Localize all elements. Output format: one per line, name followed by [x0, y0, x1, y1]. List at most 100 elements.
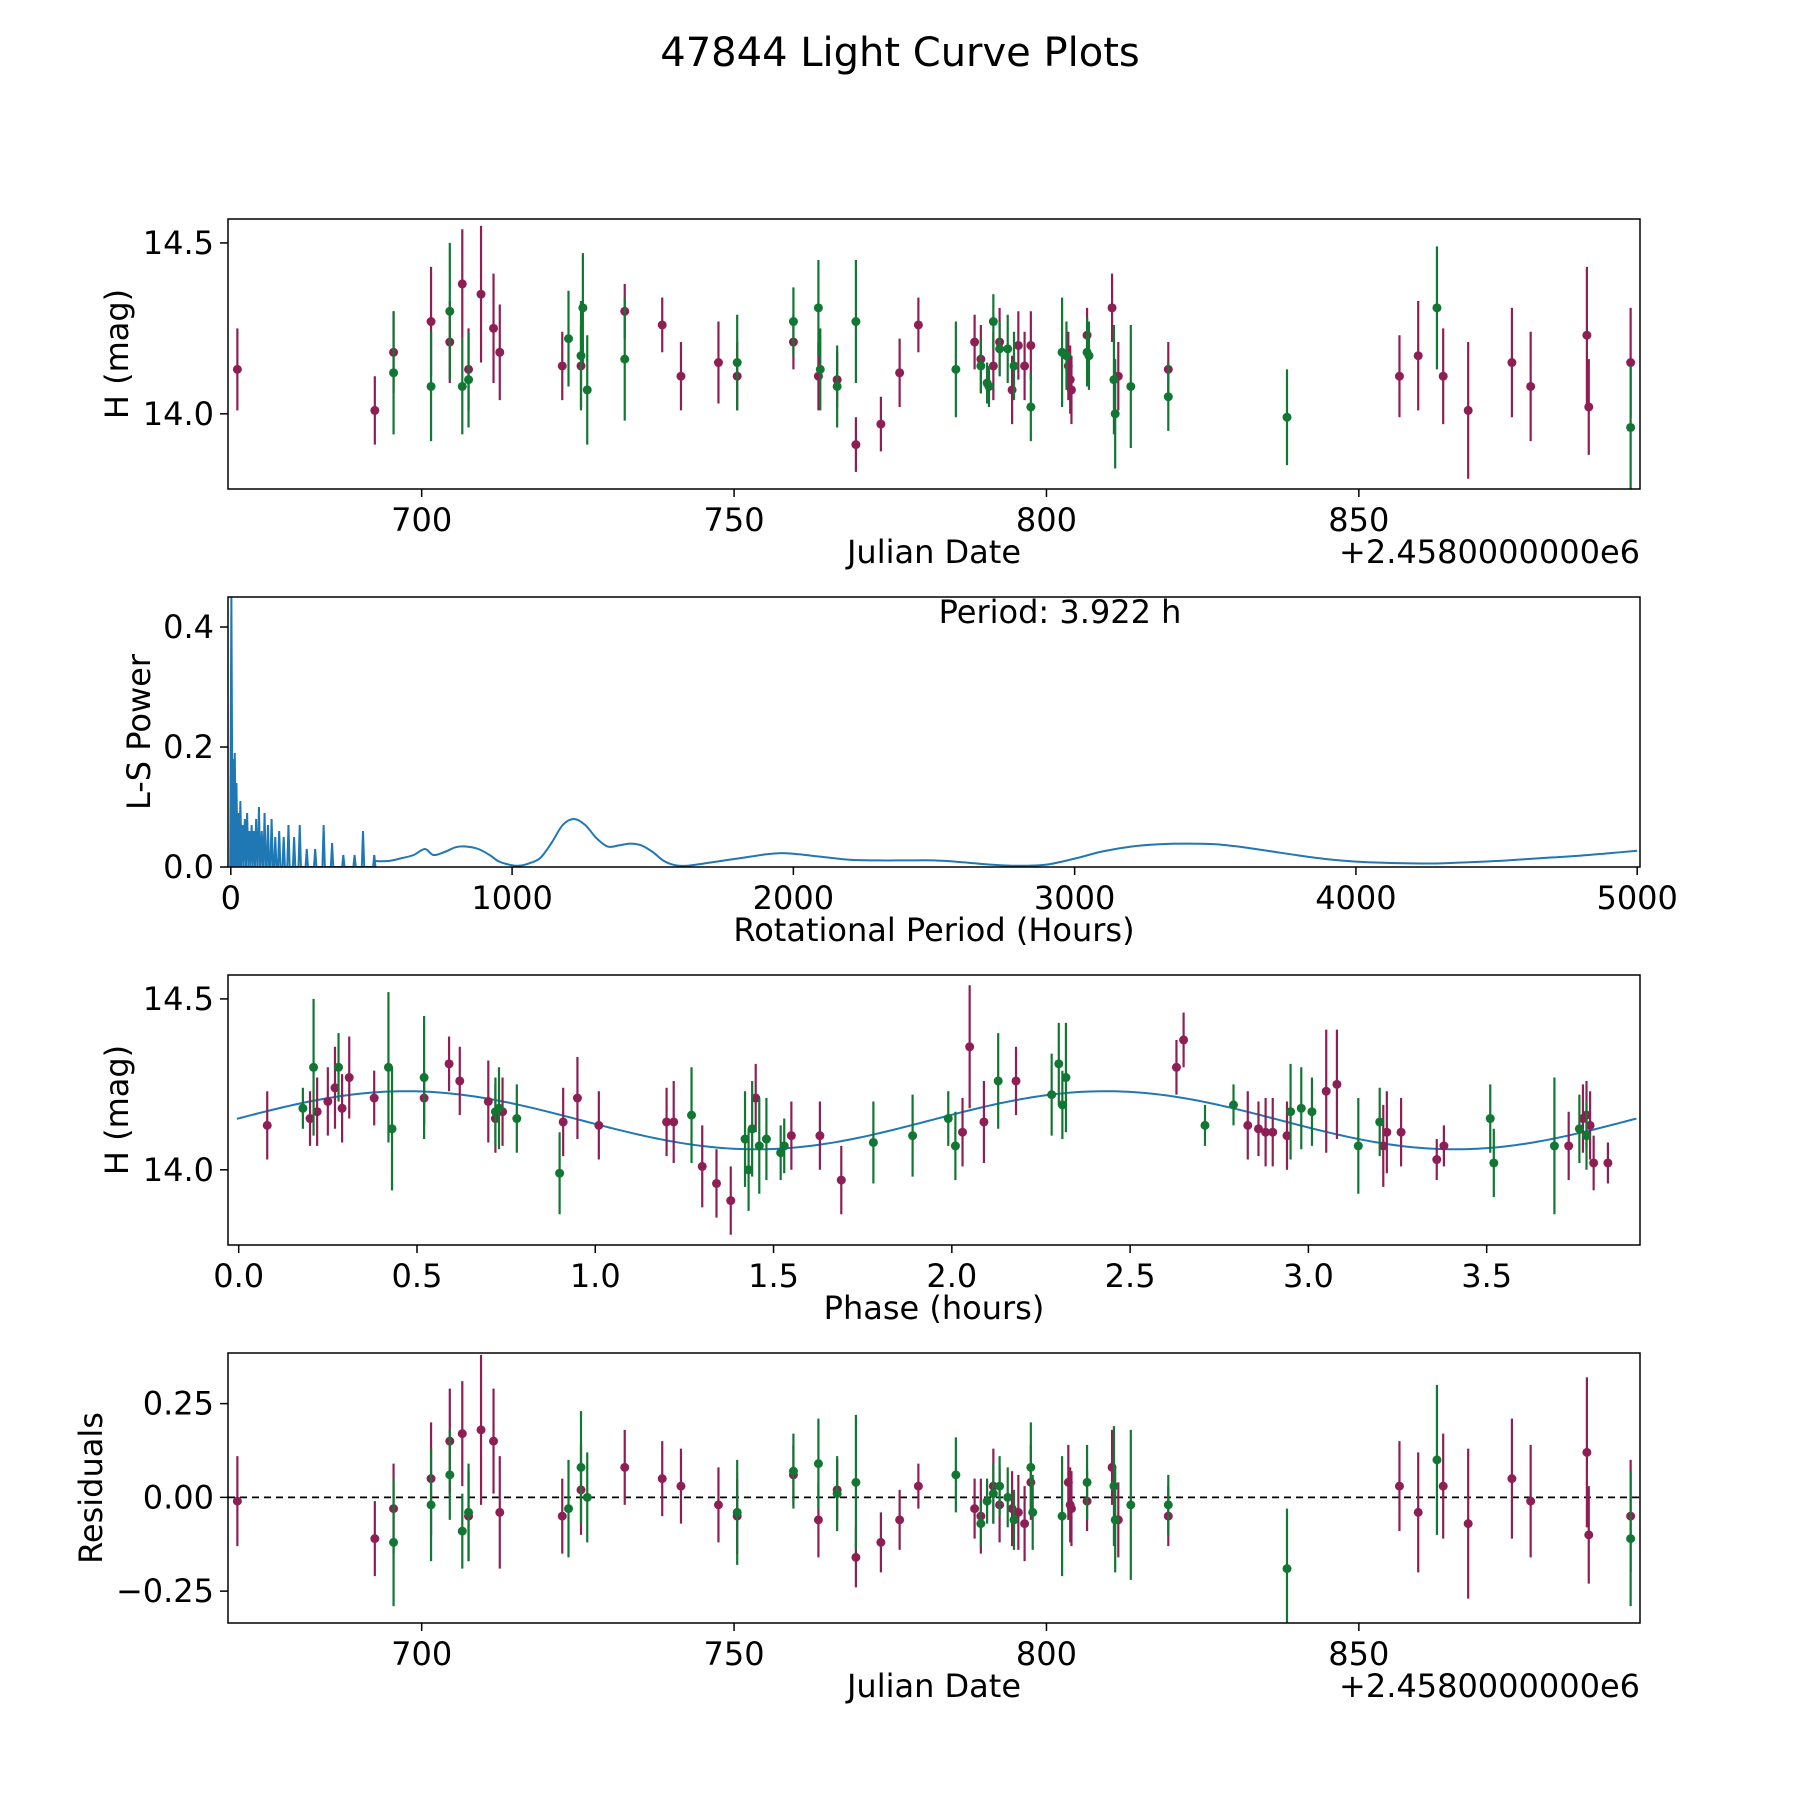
- data-point: [457, 381, 467, 391]
- resid-clipped-layer: [228, 1354, 1640, 1623]
- data-point: [951, 1470, 961, 1480]
- data-point: [426, 1500, 436, 1510]
- data-point: [489, 1436, 499, 1446]
- phase-clipped-layer: [236, 985, 1637, 1235]
- data-point: [1028, 1507, 1038, 1517]
- data-point: [1582, 330, 1592, 340]
- data-point: [1200, 1120, 1210, 1130]
- data-point: [464, 375, 474, 385]
- data-point: [1507, 358, 1517, 368]
- data-point: [958, 1127, 968, 1137]
- data-point: [815, 364, 825, 374]
- data-point: [1332, 1079, 1342, 1089]
- data-point: [1489, 1158, 1499, 1168]
- data-point: [1626, 358, 1636, 368]
- data-point: [1626, 422, 1636, 432]
- data-point: [457, 1429, 467, 1439]
- data-point: [572, 1093, 582, 1103]
- data-point: [1589, 1158, 1599, 1168]
- x-tick-label: 5000: [1596, 879, 1677, 917]
- data-point: [1009, 361, 1019, 371]
- residuals-offset-text: +2.4580000000e6: [1339, 1667, 1640, 1705]
- phase-curve-x-axis-label: Phase (hours): [824, 1289, 1045, 1327]
- data-point: [1582, 1447, 1592, 1457]
- data-point: [557, 1511, 567, 1521]
- data-point: [620, 354, 630, 364]
- data-point: [851, 440, 861, 450]
- data-point: [813, 1459, 823, 1469]
- residuals-ticks: 700 750 800 850 −0.25 0.00 0.25: [116, 1385, 1389, 1673]
- data-point: [1061, 351, 1071, 361]
- data-point: [747, 1124, 757, 1134]
- data-point: [776, 1148, 786, 1158]
- light-curve-axes-frame: [227, 218, 1641, 490]
- data-point: [489, 323, 499, 333]
- figure-title: 47844 Light Curve Plots: [660, 30, 1139, 76]
- lc-clipped-layer: [232, 225, 1636, 489]
- data-point: [754, 1141, 764, 1151]
- y-tick-label: 0.25: [143, 1385, 214, 1423]
- data-point: [1013, 340, 1023, 350]
- data-point: [1057, 1511, 1067, 1521]
- data-point: [582, 385, 592, 395]
- y-tick-label: −0.25: [116, 1572, 214, 1610]
- data-point: [1003, 1492, 1013, 1502]
- data-point: [1432, 303, 1442, 313]
- data-point: [732, 358, 742, 368]
- data-point: [483, 1096, 493, 1106]
- x-tick-label: 4000: [1315, 879, 1396, 917]
- data-point: [1394, 371, 1404, 381]
- data-point: [512, 1114, 522, 1124]
- data-point: [1296, 1103, 1306, 1113]
- data-point: [576, 1462, 586, 1472]
- series-filter-a: [262, 985, 1613, 1235]
- data-point: [1066, 1504, 1076, 1514]
- data-point: [1353, 1141, 1363, 1151]
- data-point: [1463, 1519, 1473, 1529]
- data-point: [323, 1096, 333, 1106]
- data-point: [370, 1534, 380, 1544]
- data-point: [1011, 1076, 1021, 1086]
- data-point: [751, 1093, 761, 1103]
- data-point: [1084, 351, 1094, 361]
- periodogram-plot-area: [229, 597, 1638, 867]
- phase-curve-y-axis-label: H (mag): [98, 1045, 136, 1175]
- data-point: [657, 320, 667, 330]
- data-point: [988, 317, 998, 327]
- phase-curve-axes-frame: [227, 974, 1641, 1246]
- data-point: [1438, 1481, 1448, 1491]
- data-point: [1626, 1534, 1636, 1544]
- data-point: [476, 289, 486, 299]
- data-point: [697, 1161, 707, 1171]
- periodogram-spikes: [229, 597, 377, 867]
- data-point: [943, 1114, 953, 1124]
- x-tick-label: 700: [391, 501, 452, 539]
- data-point: [1413, 1507, 1423, 1517]
- data-point: [913, 1481, 923, 1491]
- data-point: [564, 1504, 574, 1514]
- data-point: [1438, 371, 1448, 381]
- data-point: [1047, 1090, 1057, 1100]
- x-tick-label: 3000: [1034, 879, 1115, 917]
- series-filter-b: [298, 992, 1592, 1215]
- data-point: [913, 320, 923, 330]
- light-curve-ticks: 700 750 800 850 14.0 14.5: [143, 224, 1390, 539]
- data-point: [389, 1537, 399, 1547]
- phase-curve-ticks: 0.0 0.5 1.0 1.5 2.0 2.5 3.0 3.5 14.0 14.5: [143, 980, 1512, 1295]
- data-point: [876, 1537, 886, 1547]
- data-point: [1382, 1127, 1392, 1137]
- data-point: [389, 368, 399, 378]
- data-point: [815, 1131, 825, 1141]
- data-point: [1261, 1127, 1271, 1137]
- data-point: [419, 1073, 429, 1083]
- data-point: [851, 1552, 861, 1562]
- data-point: [713, 1500, 723, 1510]
- series-filter-a: [232, 225, 1636, 479]
- data-point: [337, 1103, 347, 1113]
- data-point: [1109, 1481, 1119, 1491]
- data-point: [988, 361, 998, 371]
- data-point: [426, 317, 436, 327]
- phase-curve-plot-area: [236, 985, 1637, 1235]
- data-point: [1020, 1519, 1030, 1529]
- data-point: [1007, 385, 1017, 395]
